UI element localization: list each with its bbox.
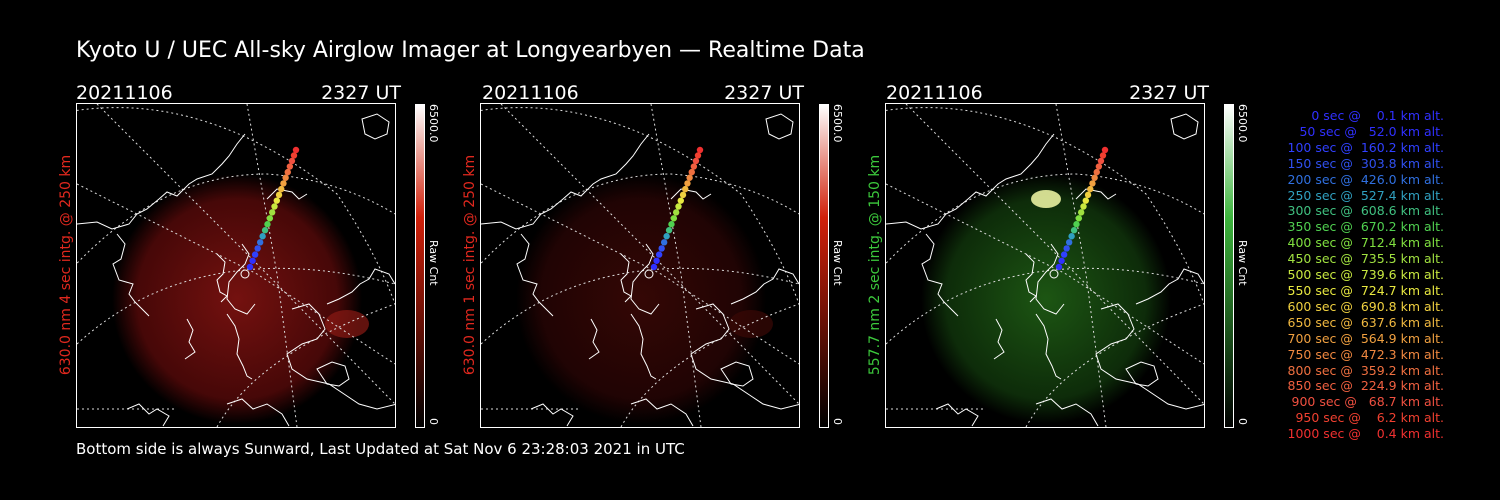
legend-entry: 900 sec @ 68.7 km alt. <box>1287 394 1444 410</box>
legend-entry: 0 sec @ 0.1 km alt. <box>1299 108 1444 123</box>
panel3-date: 20211106 <box>886 82 983 104</box>
panel3-image <box>885 103 1205 428</box>
trajectory-legend: 0 sec @ 0.1 km alt. 50 sec @ 52.0 km alt… <box>1262 108 1445 442</box>
panel2-time: 2327 UT <box>724 82 804 104</box>
page-title: Kyoto U / UEC All-sky Airglow Imager at … <box>76 38 865 63</box>
legend-entry: 1000 sec @ 0.4 km alt. <box>1287 426 1444 442</box>
legend-entry: 150 sec @ 303.8 km alt. <box>1283 155 1445 171</box>
panel1-image <box>76 103 396 428</box>
legend-entry: 400 sec @ 712.4 km alt. <box>1283 235 1445 251</box>
panel1-side-label: 630.0 nm 4 sec intg. @ 250 km <box>58 154 74 376</box>
legend-entry: 650 sec @ 637.6 km alt. <box>1283 314 1445 330</box>
panel3-side-label: 557.7 nm 2 sec intg. @ 150 km <box>867 154 883 376</box>
panel2-image <box>480 103 800 428</box>
panel3-time: 2327 UT <box>1129 82 1209 104</box>
panel1-time: 2327 UT <box>321 82 401 104</box>
panel1-colorbar-unit: Raw Cnt <box>427 240 440 286</box>
legend-entry: 800 sec @ 359.2 km alt. <box>1283 362 1445 378</box>
legend-entry: 500 sec @ 739.6 km alt. <box>1283 267 1445 283</box>
panel3-colorbar-unit: Raw Cnt <box>1236 240 1249 286</box>
panel1-colorbar-min: 0 <box>427 418 440 425</box>
panel2-colorbar-unit: Raw Cnt <box>831 240 844 286</box>
panel1-colorbar-max: 6500.0 <box>427 104 440 143</box>
legend-entry: 350 sec @ 670.2 km alt. <box>1283 219 1445 235</box>
panel2-colorbar-max: 6500.0 <box>831 104 844 143</box>
legend-entry: 700 sec @ 564.9 km alt. <box>1283 330 1445 346</box>
panel1-colorbar <box>415 104 425 428</box>
panel2-side-label: 630.0 nm 1 sec intg. @ 250 km <box>462 154 478 376</box>
legend-entry: 600 sec @ 690.8 km alt. <box>1283 298 1445 314</box>
panel2-date: 20211106 <box>482 82 579 104</box>
footer-status: Bottom side is always Sunward, Last Upda… <box>76 440 685 458</box>
panel1-date: 20211106 <box>76 82 173 104</box>
legend-entry: 300 sec @ 608.6 km alt. <box>1283 203 1445 219</box>
legend-entry: 950 sec @ 6.2 km alt. <box>1291 410 1444 426</box>
legend-entry: 50 sec @ 52.0 km alt. <box>1291 123 1444 139</box>
panel3-colorbar <box>1224 104 1234 428</box>
legend-entry: 250 sec @ 527.4 km alt. <box>1283 187 1445 203</box>
legend-entry: 750 sec @ 472.3 km alt. <box>1283 346 1445 362</box>
legend-entry: 200 sec @ 426.0 km alt. <box>1283 171 1445 187</box>
panel3-colorbar-max: 6500.0 <box>1236 104 1249 143</box>
legend-entry: 450 sec @ 735.5 km alt. <box>1283 251 1445 267</box>
panel2-colorbar-min: 0 <box>831 418 844 425</box>
panel2-colorbar <box>819 104 829 428</box>
legend-entry: 100 sec @ 160.2 km alt. <box>1283 139 1445 155</box>
legend-entry: 550 sec @ 724.7 km alt. <box>1283 282 1445 298</box>
legend-entry: 850 sec @ 224.9 km alt. <box>1283 378 1445 394</box>
panel3-colorbar-min: 0 <box>1236 418 1249 425</box>
